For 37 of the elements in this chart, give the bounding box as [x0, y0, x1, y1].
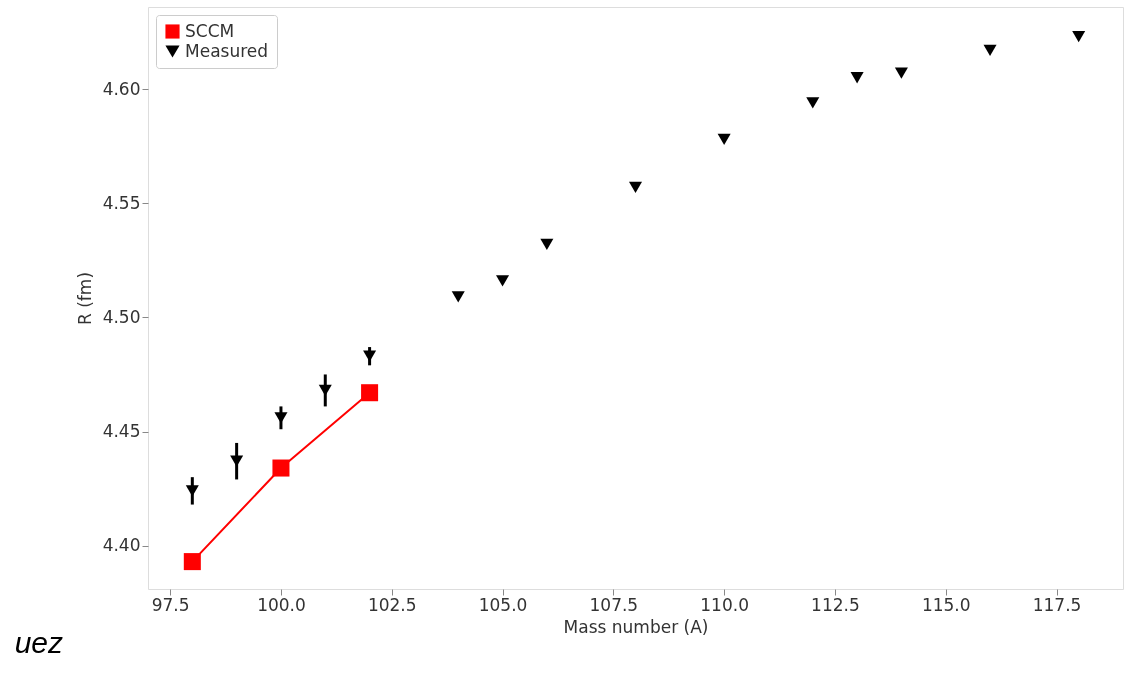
x-tick-label: 105.0 — [478, 594, 528, 615]
y-tick-label: 4.55 — [102, 192, 141, 213]
point — [363, 350, 377, 362]
x-tick-label: 112.5 — [811, 594, 860, 615]
x-tick-label: 102.5 — [367, 594, 417, 615]
point — [717, 133, 731, 146]
y-tick-label: 4.40 — [102, 535, 141, 556]
point — [628, 181, 643, 193]
point — [183, 553, 201, 571]
y-tick-label: 4.45 — [102, 421, 141, 442]
x-axis-title: Mass number (A) — [563, 616, 709, 637]
x-tick-label: 97.5 — [151, 594, 190, 615]
point — [318, 384, 332, 397]
y-axis-title: R (fm) — [74, 271, 95, 326]
point — [361, 384, 379, 402]
text: uez — [14, 626, 63, 659]
x-tick-label: 117.5 — [1032, 594, 1082, 615]
point — [983, 44, 997, 57]
point — [850, 72, 864, 84]
legend-label: SCCM — [185, 20, 235, 41]
point — [451, 291, 465, 303]
point — [496, 275, 510, 287]
y-tick-label: 4.60 — [102, 78, 141, 99]
point — [272, 459, 290, 477]
point — [185, 485, 199, 497]
x-tick-label: 100.0 — [257, 594, 306, 615]
x-tick-label: 107.5 — [589, 594, 639, 615]
point — [274, 412, 288, 424]
x-tick-label: 115.0 — [921, 594, 971, 615]
point — [540, 238, 554, 251]
point — [230, 455, 244, 467]
point — [1072, 31, 1086, 43]
legend-label: Measured — [185, 40, 269, 61]
point — [806, 97, 820, 109]
x-tick-label: 110.0 — [700, 594, 749, 615]
point — [894, 67, 908, 79]
y-tick-label: 4.50 — [102, 306, 141, 327]
